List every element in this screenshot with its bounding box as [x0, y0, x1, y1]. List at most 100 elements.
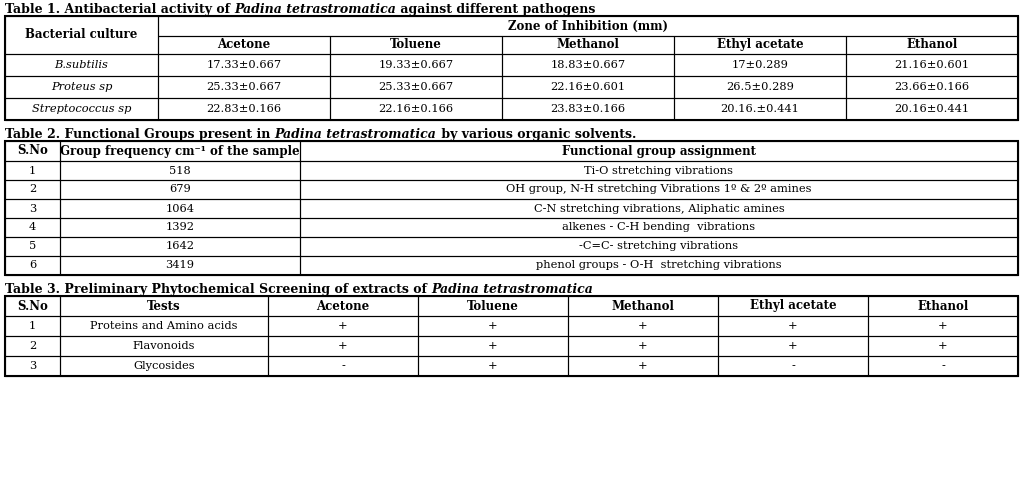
Text: +: + [339, 341, 348, 351]
Text: OH group, N-H stretching Vibrations 1º & 2º amines: OH group, N-H stretching Vibrations 1º &… [506, 185, 811, 195]
Bar [300, 161, 1018, 180]
Bar [268, 316, 418, 336]
Text: 17.33±0.667: 17.33±0.667 [207, 60, 281, 70]
Bar [300, 237, 1018, 256]
Bar [5, 54, 158, 76]
Bar [5, 199, 60, 218]
Bar [5, 16, 158, 54]
Text: 518: 518 [169, 166, 191, 175]
Text: Ethyl acetate: Ethyl acetate [750, 299, 837, 313]
Text: Table 2. Functional Groups present in: Table 2. Functional Groups present in [5, 128, 275, 141]
Bar [60, 180, 300, 199]
Bar [60, 336, 268, 356]
Text: 6: 6 [29, 261, 36, 270]
Bar [568, 356, 718, 376]
Text: +: + [488, 341, 498, 351]
Text: 5: 5 [29, 242, 36, 251]
Bar [158, 16, 1018, 36]
Bar [846, 76, 1018, 98]
Bar [846, 54, 1018, 76]
Text: 2: 2 [29, 185, 36, 195]
Bar [868, 296, 1018, 316]
Bar [502, 98, 674, 120]
Bar [418, 296, 568, 316]
Bar [5, 16, 1018, 120]
Text: 1: 1 [29, 321, 36, 331]
Text: Toluene: Toluene [390, 39, 442, 51]
Bar [846, 98, 1018, 120]
Bar [718, 336, 868, 356]
Bar [868, 316, 1018, 336]
Bar [330, 54, 502, 76]
Text: 19.33±0.667: 19.33±0.667 [379, 60, 453, 70]
Bar [60, 199, 300, 218]
Text: Proteins and Amino acids: Proteins and Amino acids [90, 321, 237, 331]
Text: 2: 2 [29, 341, 36, 351]
Text: +: + [638, 341, 648, 351]
Text: 22.83±0.166: 22.83±0.166 [207, 104, 281, 114]
Text: 1064: 1064 [166, 203, 194, 214]
Text: Proteus sp: Proteus sp [51, 82, 113, 92]
Bar [418, 336, 568, 356]
Text: Ethyl acetate: Ethyl acetate [717, 39, 803, 51]
Text: 20.16±0.441: 20.16±0.441 [894, 104, 970, 114]
Bar [674, 98, 846, 120]
Bar [60, 141, 300, 161]
Text: 23.66±0.166: 23.66±0.166 [894, 82, 970, 92]
Bar [268, 296, 418, 316]
Bar [300, 141, 1018, 161]
Text: +: + [339, 321, 348, 331]
Bar [60, 237, 300, 256]
Text: -: - [791, 361, 795, 371]
Bar [158, 98, 330, 120]
Text: 3: 3 [29, 361, 36, 371]
Text: alkenes - C-H bending  vibrations: alkenes - C-H bending vibrations [563, 222, 756, 232]
Bar [418, 356, 568, 376]
Bar [330, 36, 502, 54]
Bar [418, 316, 568, 336]
Text: Acetone: Acetone [316, 299, 369, 313]
Text: 20.16.±0.441: 20.16.±0.441 [720, 104, 799, 114]
Bar [502, 76, 674, 98]
Text: +: + [488, 361, 498, 371]
Bar [5, 161, 60, 180]
Text: +: + [638, 321, 648, 331]
Bar [158, 36, 330, 54]
Text: Streptococcus sp: Streptococcus sp [32, 104, 131, 114]
Bar [330, 98, 502, 120]
Bar [5, 76, 158, 98]
Bar [158, 76, 330, 98]
Bar [5, 296, 1018, 376]
Text: 3419: 3419 [166, 261, 194, 270]
Bar [5, 356, 60, 376]
Text: -: - [341, 361, 345, 371]
Text: against different pathogens: against different pathogens [396, 3, 595, 16]
Bar [300, 256, 1018, 275]
Bar [60, 256, 300, 275]
Text: Padina tetrastromatica: Padina tetrastromatica [234, 3, 396, 16]
Bar [568, 316, 718, 336]
Bar [158, 54, 330, 76]
Text: Flavonoids: Flavonoids [133, 341, 195, 351]
Text: Bacterial culture: Bacterial culture [26, 28, 138, 42]
Text: 1392: 1392 [166, 222, 194, 232]
Bar [5, 141, 1018, 275]
Bar [5, 141, 60, 161]
Text: Padina tetrastromatica: Padina tetrastromatica [432, 283, 593, 296]
Text: B.subtilis: B.subtilis [54, 60, 108, 70]
Text: Ti-O stretching vibrations: Ti-O stretching vibrations [584, 166, 733, 175]
Text: 26.5±0.289: 26.5±0.289 [726, 82, 794, 92]
Text: +: + [938, 341, 948, 351]
Bar [300, 180, 1018, 199]
Bar [5, 98, 158, 120]
Bar [718, 316, 868, 336]
Text: 1642: 1642 [166, 242, 194, 251]
Bar [60, 218, 300, 237]
Text: 18.83±0.667: 18.83±0.667 [550, 60, 625, 70]
Text: Acetone: Acetone [217, 39, 271, 51]
Bar [5, 237, 60, 256]
Bar [568, 336, 718, 356]
Text: 22.16±0.166: 22.16±0.166 [379, 104, 453, 114]
Bar [718, 296, 868, 316]
Bar [5, 296, 60, 316]
